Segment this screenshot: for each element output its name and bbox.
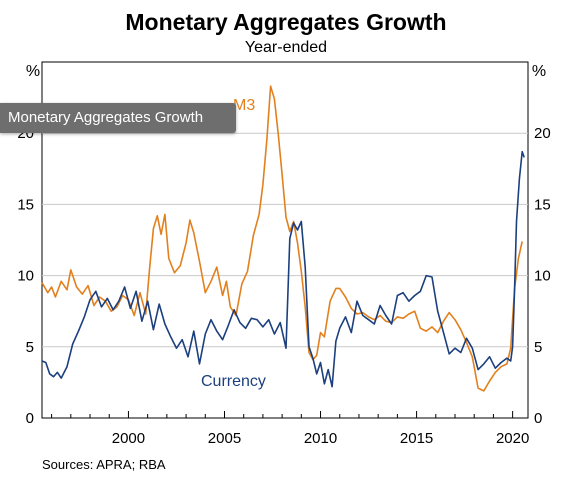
gridlines <box>42 132 528 348</box>
y-tick-label-left: 15 <box>17 196 34 213</box>
chart-name-tooltip-text: Monetary Aggregates Growth <box>8 109 204 126</box>
series-label-m3: M3 <box>233 97 255 114</box>
x-tick-label: 2015 <box>400 430 433 447</box>
y-unit-right: % <box>532 63 546 80</box>
x-tick-label: 2020 <box>496 430 529 447</box>
chart-name-tooltip: Monetary Aggregates Growth <box>0 103 236 133</box>
y-tick-label-left: 0 <box>26 410 34 427</box>
series-label-currency: Currency <box>201 373 266 390</box>
y-tick-label-right: 15 <box>534 196 551 213</box>
x-axis: 2000 2005 2010 2015 2020 <box>51 411 529 447</box>
series-line-currency <box>41 150 525 388</box>
plot-frame <box>41 61 529 419</box>
y-tick-label-right: 5 <box>534 339 542 356</box>
x-tick-label: 2010 <box>304 430 337 447</box>
source-note: Sources: APRA; RBA <box>42 457 166 472</box>
y-axis-right: 0 5 10 15 20 <box>534 125 551 427</box>
x-tick-label: 2000 <box>112 430 145 447</box>
y-tick-label-left: 5 <box>26 339 34 356</box>
chart-subtitle: Year-ended <box>245 39 327 56</box>
y-tick-label-right: 0 <box>534 410 542 427</box>
x-tick-label: 2005 <box>208 430 241 447</box>
chart-title: Monetary Aggregates Growth <box>125 9 446 35</box>
series-lines <box>41 85 525 392</box>
y-tick-label-left: 10 <box>17 268 34 285</box>
y-tick-label-right: 20 <box>534 125 551 142</box>
y-unit-left: % <box>26 63 40 80</box>
y-tick-label-right: 10 <box>534 268 551 285</box>
